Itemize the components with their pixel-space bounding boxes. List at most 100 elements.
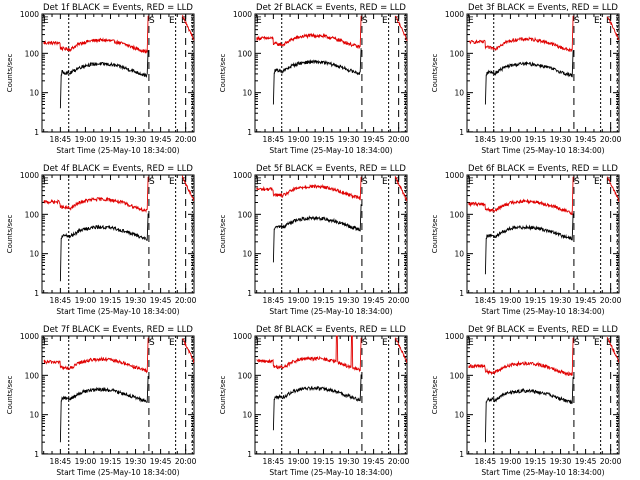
y-axis-label: Counts/sec — [6, 215, 14, 254]
y-tick-label: 100 — [450, 49, 465, 58]
event-marker-label: S — [149, 177, 155, 187]
x-tick-label: 20:00 — [388, 135, 410, 144]
x-tick-label: 19:30 — [550, 135, 572, 144]
x-tick-label: 19:45 — [575, 457, 597, 466]
y-tick-label: 10 — [242, 250, 252, 259]
x-tick-label: 18:45 — [50, 296, 72, 305]
event-marker-label: E — [468, 338, 474, 348]
y-axis-label: Counts/sec — [6, 376, 14, 415]
event-marker-label: E — [594, 338, 600, 348]
y-tick-label: 1000 — [20, 10, 39, 19]
y-tick-label: 100 — [25, 371, 40, 380]
x-tick-label: 19:45 — [363, 296, 385, 305]
y-tick-label: 10 — [29, 89, 39, 98]
event-marker-label: S — [574, 177, 580, 187]
y-tick-label: 1000 — [445, 171, 464, 180]
panel-title: Det 1f BLACK = Events, RED = LLD — [43, 3, 193, 13]
panel-title: Det 7f BLACK = Events, RED = LLD — [43, 325, 193, 335]
event-marker-label: E — [594, 16, 600, 26]
event-marker-label: S — [574, 338, 580, 348]
y-axis-label: Counts/sec — [219, 376, 227, 415]
x-tick-label: 19:15 — [525, 457, 547, 466]
x-tick-label: 18:45 — [50, 135, 72, 144]
panel-title: Det 9f BLACK = Events, RED = LLD — [468, 325, 618, 335]
y-tick-label: 1000 — [233, 10, 252, 19]
panel-title: Det 6f BLACK = Events, RED = LLD — [468, 164, 618, 174]
lld-series-line — [256, 15, 362, 49]
lld-series-line-late — [606, 337, 620, 363]
y-axis-label: Counts/sec — [431, 215, 439, 254]
lld-series-line-late — [606, 16, 620, 41]
y-tick-label: 1 — [34, 289, 39, 298]
y-axis-label: Counts/sec — [6, 54, 14, 93]
lld-series-line — [468, 15, 574, 52]
x-tick-label: 18:45 — [263, 296, 285, 305]
lld-series-line — [468, 337, 574, 377]
y-tick-label: 100 — [25, 49, 40, 58]
events-series-line — [272, 374, 362, 431]
detector-panel-1: Det 1f BLACK = Events, RED = LLD Counts/s… — [6, 3, 197, 155]
panel-title: Det 5f BLACK = Events, RED = LLD — [256, 164, 406, 174]
x-tick-label: 19:00 — [75, 296, 97, 305]
event-marker-label: E — [606, 338, 612, 348]
y-tick-label: 1 — [247, 289, 252, 298]
event-marker-label: E — [468, 16, 474, 26]
x-tick-label: 19:30 — [338, 457, 360, 466]
x-tick-label: 18:45 — [475, 296, 497, 305]
event-marker-label: E — [43, 338, 49, 348]
x-tick-label: 19:30 — [550, 457, 572, 466]
x-tick-label: 19:45 — [150, 457, 172, 466]
lld-series-line — [256, 176, 362, 201]
x-tick-label: 20:00 — [600, 457, 622, 466]
event-marker-label: E — [606, 16, 612, 26]
y-tick-label: 100 — [450, 210, 465, 219]
x-tick-label: 19:15 — [313, 296, 335, 305]
event-marker-label: E — [256, 338, 262, 348]
x-tick-label: 18:45 — [50, 457, 72, 466]
plot-frame — [41, 13, 195, 133]
y-tick-label: 1000 — [445, 10, 464, 19]
y-tick-label: 1000 — [233, 171, 252, 180]
event-marker-label: E — [382, 338, 388, 348]
detector-panel-5: Det 5f BLACK = Events, RED = LLD Counts/s… — [219, 164, 410, 316]
panel-title: Det 8f BLACK = Events, RED = LLD — [256, 325, 406, 335]
y-tick-label: 10 — [242, 89, 252, 98]
x-tick-label: 19:00 — [288, 457, 310, 466]
x-tick-label: 19:45 — [363, 135, 385, 144]
y-tick-label: 100 — [238, 210, 253, 219]
x-tick-label: 19:15 — [100, 135, 122, 144]
x-tick-label: 20:00 — [388, 296, 410, 305]
event-marker-label: S — [149, 338, 155, 348]
plot-frame — [254, 174, 408, 294]
y-tick-label: 1 — [247, 128, 252, 137]
y-tick-label: 1 — [34, 128, 39, 137]
x-axis-label: Start Time (25-May-10 18:34:00) — [56, 307, 179, 316]
x-tick-label: 19:45 — [150, 135, 172, 144]
x-tick-label: 19:45 — [363, 457, 385, 466]
x-axis-label: Start Time (25-May-10 18:34:00) — [481, 468, 604, 477]
lld-series-line-late — [181, 175, 195, 201]
x-axis-label: Start Time (25-May-10 18:34:00) — [269, 468, 392, 477]
events-series-line — [272, 48, 362, 105]
x-tick-label: 19:00 — [75, 135, 97, 144]
detector-panel-6: Det 6f BLACK = Events, RED = LLD Counts/s… — [431, 164, 622, 316]
x-tick-label: 19:15 — [525, 296, 547, 305]
panel-title: Det 3f BLACK = Events, RED = LLD — [468, 3, 618, 13]
event-marker-label: E — [43, 16, 49, 26]
lld-series-line — [43, 15, 149, 54]
y-axis-label: Counts/sec — [219, 54, 227, 93]
lld-series-line-late — [182, 14, 195, 41]
x-tick-label: 20:00 — [600, 296, 622, 305]
y-tick-label: 1 — [459, 450, 464, 459]
y-tick-label: 1000 — [20, 332, 39, 341]
event-marker-label: E — [43, 177, 49, 187]
x-tick-label: 19:30 — [125, 296, 147, 305]
x-tick-label: 19:30 — [550, 296, 572, 305]
event-marker-label: E — [169, 338, 175, 348]
x-tick-label: 19:00 — [75, 457, 97, 466]
event-marker-label: E — [468, 177, 474, 187]
y-tick-label: 1000 — [233, 332, 252, 341]
plot-frame — [466, 174, 620, 294]
y-tick-label: 10 — [454, 89, 464, 98]
